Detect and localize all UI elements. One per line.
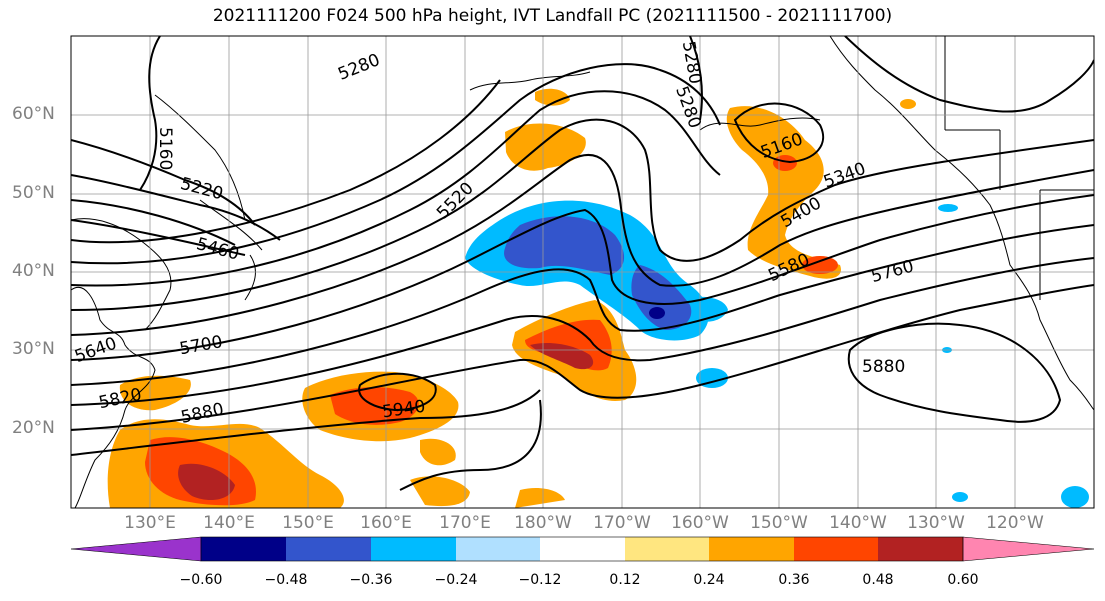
- colorbar-tick: −0.60: [179, 572, 223, 588]
- colorbar-tick: −0.48: [264, 572, 308, 588]
- colorbar-bin: [625, 537, 709, 561]
- colorbar-tick: 0.12: [609, 572, 641, 588]
- lon-label: 160°W: [671, 513, 729, 533]
- colorbar-bin: [709, 537, 794, 561]
- colorbar-tick: −0.36: [349, 572, 393, 588]
- lat-label: 60°N: [12, 104, 55, 124]
- lat-label: 50°N: [12, 183, 55, 203]
- lon-label: 130°E: [124, 513, 176, 533]
- lat-label: 30°N: [12, 339, 55, 359]
- colorbar-bin: [540, 537, 625, 561]
- colorbar-tick: −0.12: [518, 572, 562, 588]
- colorbar-bin: [201, 537, 286, 561]
- coastlines: [71, 36, 1094, 508]
- colorbar-bin: [371, 537, 456, 561]
- lon-label: 150°W: [750, 513, 808, 533]
- map-plot-area: 5280 5280 5280 5160 5160 5220 5520 5460 …: [71, 36, 1094, 508]
- colorbar-tick: 0.48: [862, 572, 894, 588]
- colorbar-bin: [794, 537, 878, 561]
- colorbar-bin: [456, 537, 540, 561]
- lon-label: 140°E: [203, 513, 255, 533]
- lon-label: 160°E: [360, 513, 412, 533]
- lon-label: 170°E: [439, 513, 491, 533]
- colorbar-extend-low: [70, 536, 202, 562]
- lat-label: 40°N: [12, 261, 55, 281]
- map-title: 2021111200 F024 500 hPa height, IVT Land…: [212, 6, 893, 26]
- colorbar-extend-high: [962, 536, 1095, 562]
- colorbar-bin: [286, 537, 371, 561]
- height-contours: [71, 36, 1094, 491]
- colorbar-tick: 0.36: [778, 572, 810, 588]
- lon-label: 150°E: [282, 513, 334, 533]
- lon-label: 140°W: [829, 513, 887, 533]
- lon-label: 130°W: [907, 513, 965, 533]
- colorbar-tick: −0.24: [434, 572, 478, 588]
- contour-label: 5880: [862, 357, 905, 377]
- colorbar: [70, 536, 1095, 562]
- contour-label: 5160: [155, 127, 175, 170]
- lat-label: 20°N: [12, 418, 55, 438]
- map-frame: [70, 35, 1095, 509]
- lon-label: 120°W: [986, 513, 1044, 533]
- ivt-shading: [107, 88, 1089, 508]
- colorbar-bin: [878, 537, 963, 561]
- lon-label: 170°W: [593, 513, 651, 533]
- lon-label: 180°W: [514, 513, 572, 533]
- colorbar-tick: 0.60: [947, 572, 979, 588]
- colorbar-tick: 0.24: [693, 572, 725, 588]
